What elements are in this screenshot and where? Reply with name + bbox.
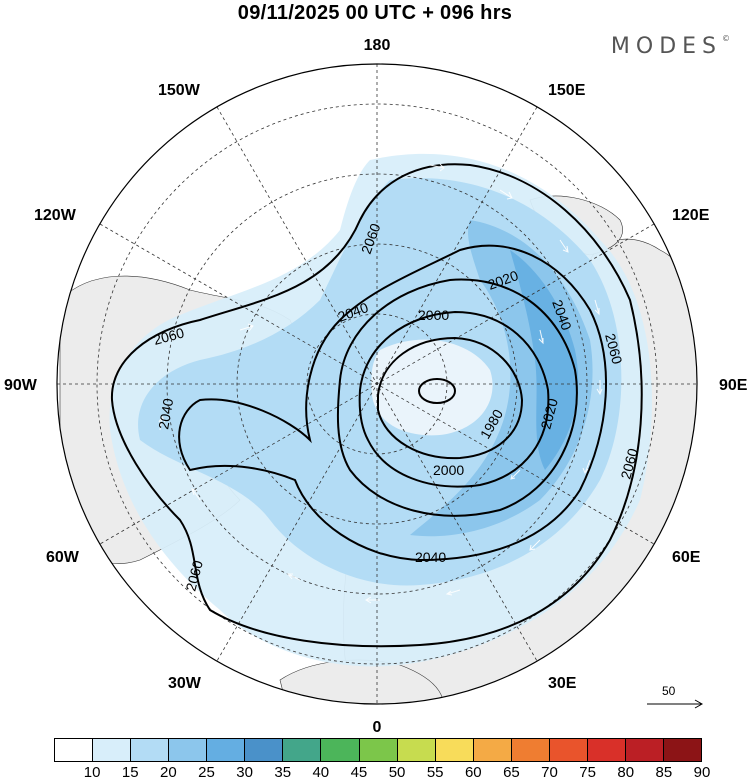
colorbar-swatch [587, 739, 626, 761]
brand-name: MODES [610, 34, 722, 59]
colorbar-swatch [473, 739, 512, 761]
colorbar-swatch [169, 739, 208, 761]
wind-arrow [365, 596, 380, 604]
colorbar-tick-label: 80 [617, 764, 635, 781]
wind-arrow [582, 459, 591, 475]
contour-label: 2040 [415, 549, 446, 565]
colorbar-swatch [664, 739, 702, 761]
wind-arrow [529, 539, 541, 551]
lon-label-180: 180 [364, 37, 391, 54]
lon-label-30w: 30W [168, 675, 202, 692]
contour-2060 [110, 163, 643, 648]
colorbar-tick-label: 20 [160, 764, 177, 781]
lon-label-30e: 30E [548, 675, 577, 692]
colorbar-swatch [359, 739, 398, 761]
wind-vectors [158, 163, 603, 604]
wind-arrow [510, 469, 521, 480]
wind-arrow [158, 416, 166, 431]
contour-low-core [418, 378, 456, 404]
colorbar-swatch [321, 739, 360, 761]
colorbar-swatch [435, 739, 474, 761]
colorbar-tick-label: 35 [274, 764, 292, 781]
colorbar-swatch [207, 739, 246, 761]
contour-2000 [358, 310, 550, 488]
colorbar-swatch [397, 739, 436, 761]
lon-label-150w: 150W [158, 82, 201, 99]
wind-arrow [191, 488, 201, 501]
lon-label-0: 0 [373, 719, 382, 736]
colorbar-tick-label: 75 [579, 764, 596, 781]
colorbar [54, 738, 702, 762]
colorbar-swatch [245, 739, 284, 761]
reference-vector-label: 50 [662, 684, 676, 698]
contour-label: 2060 [617, 446, 641, 480]
copyright-mark: © [722, 34, 730, 43]
wind-arrow [445, 589, 461, 596]
colorbar-swatch [549, 739, 588, 761]
contour-label: 2000 [433, 462, 464, 478]
lon-label-150e: 150E [548, 82, 586, 99]
graticule [57, 64, 697, 704]
wind-arrow [286, 573, 301, 581]
colorbar-tick-label: 55 [426, 764, 444, 781]
wind-jet-core [510, 250, 579, 470]
colorbar-tick-label: 85 [655, 764, 673, 781]
colorbar-tick-label: 90 [693, 764, 711, 781]
longitude-label-group: 180 0 90W 90E 150W 120W 150E 120E 60W 30… [4, 37, 748, 736]
colorbar-tick-label: 40 [312, 764, 330, 781]
contour-label: 2000 [418, 307, 449, 323]
lon-label-60e: 60E [672, 549, 701, 566]
lon-label-90e: 90E [719, 377, 748, 394]
wind-arrow [538, 329, 544, 345]
colorbar-tick-label: 10 [83, 764, 101, 781]
reference-vector-arrow [647, 699, 704, 709]
lon-label-120e: 120E [672, 207, 710, 224]
map-disc [57, 64, 697, 704]
contour-label: 2060 [602, 332, 626, 366]
contour-label: 2040 [155, 397, 176, 431]
lon-label-90w: 90W [4, 377, 38, 394]
colorbar-tick-label: 60 [464, 764, 482, 781]
colorbar-tick-label: 65 [503, 764, 520, 781]
wind-arrow [499, 189, 513, 200]
land-africa [279, 659, 444, 704]
colorbar-tick-label: 15 [121, 764, 139, 781]
colorbar-tick-label: 30 [236, 764, 253, 781]
colorbar-swatch [625, 739, 664, 761]
contour-label: 2060 [152, 324, 186, 348]
colorbar-swatch [93, 739, 132, 761]
modes-logo: MODES© [611, 34, 730, 59]
wind-low-center [371, 339, 493, 436]
contour-1980 [377, 336, 524, 460]
contour-2040 [178, 244, 608, 562]
colorbar-swatch [511, 739, 550, 761]
contour-label-group: 1980 2000 2000 2020 2020 2040 2040 2040 … [152, 221, 641, 593]
wind-arrow [239, 323, 254, 332]
colorbar-tick-label: 70 [541, 764, 558, 781]
contour-label: 2020 [537, 396, 561, 430]
colorbar-swatch [55, 739, 94, 761]
colorbar-tick-label: 25 [198, 764, 215, 781]
wind-arrow [429, 163, 445, 172]
contour-label: 2060 [182, 558, 206, 592]
contour-2020 [336, 278, 578, 517]
height-contours [110, 163, 643, 648]
colorbar-tick-label: 50 [388, 764, 406, 781]
colorbar-ticks: 10 15 20 25 30 35 40 45 50 55 60 65 70 75 80 85 90 [54, 764, 711, 782]
lon-label-120w: 120W [34, 207, 77, 224]
map-border [56, 63, 698, 705]
wind-arrow [559, 239, 569, 253]
colorbar-tick-label: 45 [350, 764, 368, 781]
lon-label-60w: 60W [46, 549, 80, 566]
colorbar-swatch [283, 739, 322, 761]
wind-arrow [594, 299, 600, 316]
map-title: 09/11/2025 00 UTC + 096 hrs [237, 2, 513, 24]
colorbar-swatch [131, 739, 170, 761]
wind-arrow [596, 380, 603, 396]
